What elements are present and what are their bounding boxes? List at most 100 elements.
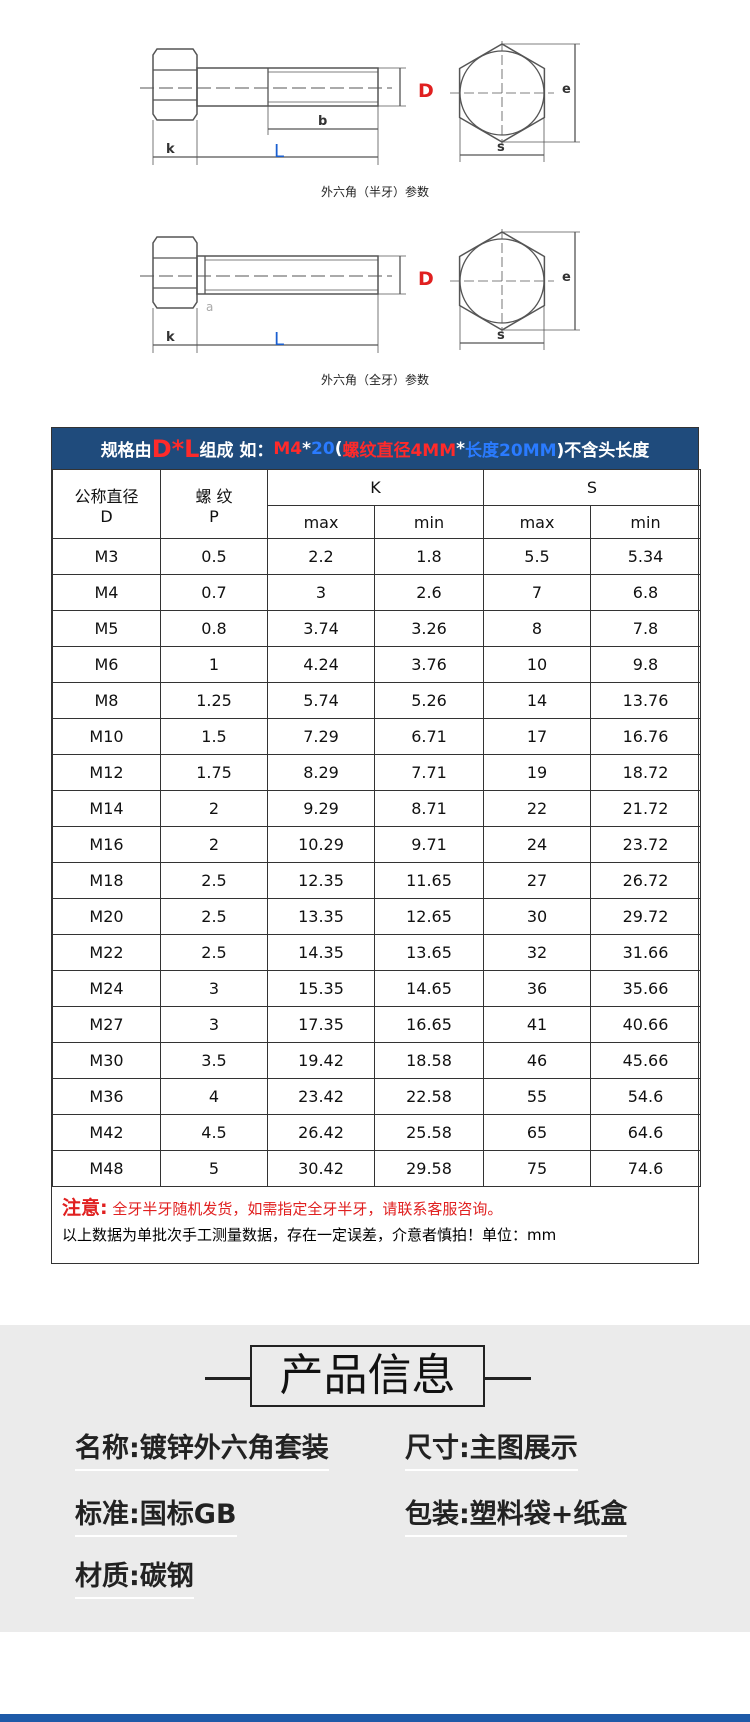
table-cell: 17 [483,718,591,755]
title-rule [485,1377,531,1380]
table-cell: 13.76 [590,682,701,719]
table-row: M27 3 17.35 16.65 41 40.66 [52,1006,701,1043]
table-cell: M22 [52,934,161,971]
label-k: k [166,330,175,345]
table-cell: 30.42 [267,1150,375,1187]
info-title: 产品信息 [250,1345,485,1407]
table-row: M10 1.5 7.29 6.71 17 16.76 [52,718,701,755]
table-cell: 29.58 [374,1150,484,1187]
banner-part: ( [334,438,343,459]
bolt-head [152,48,198,121]
table-cell: 2.5 [160,862,268,899]
table-cell: 2.6 [374,574,484,611]
table-cell: M12 [52,754,161,791]
table-cell: 24 [483,826,591,863]
table-cell: 10.29 [267,826,375,863]
table-cell: 40.66 [590,1006,701,1043]
table-cell: 7.71 [374,754,484,791]
table-cell: 55 [483,1078,591,1115]
table-cell: 7.8 [590,610,701,647]
label-b: b [318,114,327,129]
table-cell: 22.58 [374,1078,484,1115]
table-cell: 12.65 [374,898,484,935]
table-cell: 1.5 [160,718,268,755]
table-cell: 18.72 [590,754,701,791]
table-row: M8 1.25 5.74 5.26 14 13.76 [52,682,701,719]
label-e: e [562,270,571,285]
diagram: D Lb k e s 外六角（半牙）参数 [140,41,580,199]
table-cell: M16 [52,826,161,863]
table-cell: 32 [483,934,591,971]
table-cell: M42 [52,1114,161,1151]
banner-part: D*L [151,434,200,463]
table-row: M3 0.5 2.2 1.8 5.5 5.34 [52,538,701,575]
caption: 外六角（全牙）参数 [321,372,429,387]
table-cell: 9.8 [590,646,701,683]
note-label: 注意: [62,1197,108,1219]
table-cell: 14 [483,682,591,719]
table-row: M4 0.7 3 2.6 7 6.8 [52,574,701,611]
title-rule [205,1377,251,1380]
table-row: M16 2 10.29 9.71 24 23.72 [52,826,701,863]
bolt-shank [196,67,379,107]
table-cell: 4 [160,1078,268,1115]
table-cell: 1.25 [160,682,268,719]
table-cell: 54.6 [590,1078,701,1115]
table-cell: 0.5 [160,538,268,575]
bolt-head [152,236,198,309]
table-row: M6 1 4.24 3.76 10 9.8 [52,646,701,683]
table-cell: 29.72 [590,898,701,935]
table-cell: 8.71 [374,790,484,827]
banner-part: 组成 如： [199,441,274,461]
table-cell: 10 [483,646,591,683]
table-cell: 9.71 [374,826,484,863]
table-banner: 规格由 D*L 组成 如： M4 * 20(螺纹直径4MM * 长度20MM)不含头长度 [52,428,698,469]
note-line: 注意: 全牙半牙随机发货，如需指定全牙半牙，请联系客服咨询。 [62,1195,688,1222]
table-cell: 36 [483,970,591,1007]
table-cell: 3.26 [374,610,484,647]
table-cell: 5.26 [374,682,484,719]
spec-table: 规格由 D*L 组成 如： M4 * 20(螺纹直径4MM * 长度20MM)不含头长度 公称… [51,427,701,1264]
table-cell: 7 [483,574,591,611]
table-cell: M10 [52,718,161,755]
table-cell: 5.74 [267,682,375,719]
table-row: M36 4 23.42 22.58 55 54.6 [52,1078,701,1115]
table-cell: M5 [52,610,161,647]
table-cell: M4 [52,574,161,611]
note-line2: 以上数据为单批次手工测量数据，存在一定误差，介意者慎拍！单位：mm [62,1226,557,1244]
table-cell: 74.6 [590,1150,701,1187]
label-l: L [274,329,284,350]
table-cell: 2 [160,790,268,827]
table-cell: 75 [483,1150,591,1187]
header-cell: 公称直径 D [52,469,161,539]
table-row: M22 2.5 14.35 13.65 32 31.66 [52,934,701,971]
table-cell: M20 [52,898,161,935]
table-cell: 12.35 [267,862,375,899]
info-field: 名称:镀锌外六角套装 [75,1426,329,1471]
table-cell: 25.58 [374,1114,484,1151]
table-cell: 35.66 [590,970,701,1007]
banner-part: 长度20MM [465,441,557,461]
table-cell: 3.74 [267,610,375,647]
banner-part: 规格由 [100,441,152,461]
table-cell: 9.29 [267,790,375,827]
table-cell: M48 [52,1150,161,1187]
table-cell: M6 [52,646,161,683]
label-e: e [562,82,571,97]
bottom-bar [0,1714,750,1722]
table-cell: 3.76 [374,646,484,683]
header-cell: S [483,469,701,506]
info-field: 标准:国标GB [75,1492,237,1537]
table-cell: 15.35 [267,970,375,1007]
table-cell: M8 [52,682,161,719]
header-text: P [209,506,219,526]
bolt-shank [196,255,379,295]
header-text: 螺 纹 [195,486,233,506]
header-cell: min [374,505,484,539]
table-cell: 1.8 [374,538,484,575]
table-cell: 3.5 [160,1042,268,1079]
table-cell: 64.6 [590,1114,701,1151]
header-cell: max [483,505,591,539]
